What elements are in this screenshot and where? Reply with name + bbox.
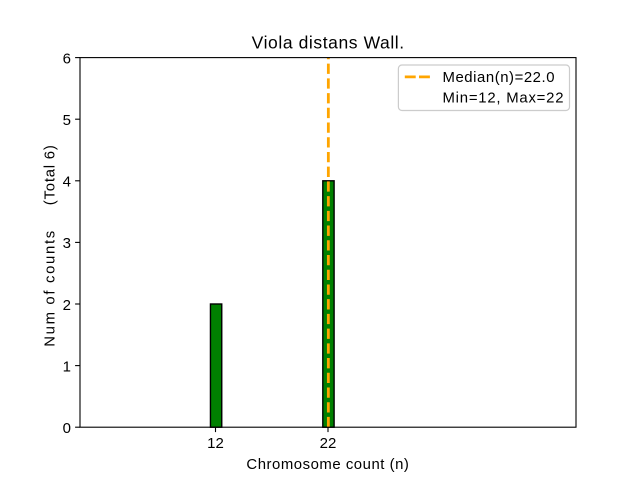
svg-text:3: 3 — [63, 235, 71, 252]
svg-text:Viola distans Wall.: Viola distans Wall. — [252, 33, 405, 53]
svg-text:2: 2 — [63, 297, 71, 314]
svg-text:12: 12 — [207, 435, 224, 452]
svg-text:4: 4 — [63, 174, 71, 191]
svg-text:Median(n)=22.0: Median(n)=22.0 — [443, 70, 555, 86]
svg-text:(Total 6): (Total 6) — [43, 145, 59, 205]
svg-text:6: 6 — [63, 50, 71, 67]
svg-text:22: 22 — [320, 435, 337, 452]
svg-text:5: 5 — [63, 112, 71, 129]
svg-text:Min=12, Max=22: Min=12, Max=22 — [443, 90, 564, 106]
svg-text:Chromosome count (n): Chromosome count (n) — [246, 457, 409, 473]
svg-text:0: 0 — [63, 420, 71, 437]
svg-text:Num of counts: Num of counts — [43, 231, 59, 347]
svg-text:1: 1 — [63, 358, 71, 375]
